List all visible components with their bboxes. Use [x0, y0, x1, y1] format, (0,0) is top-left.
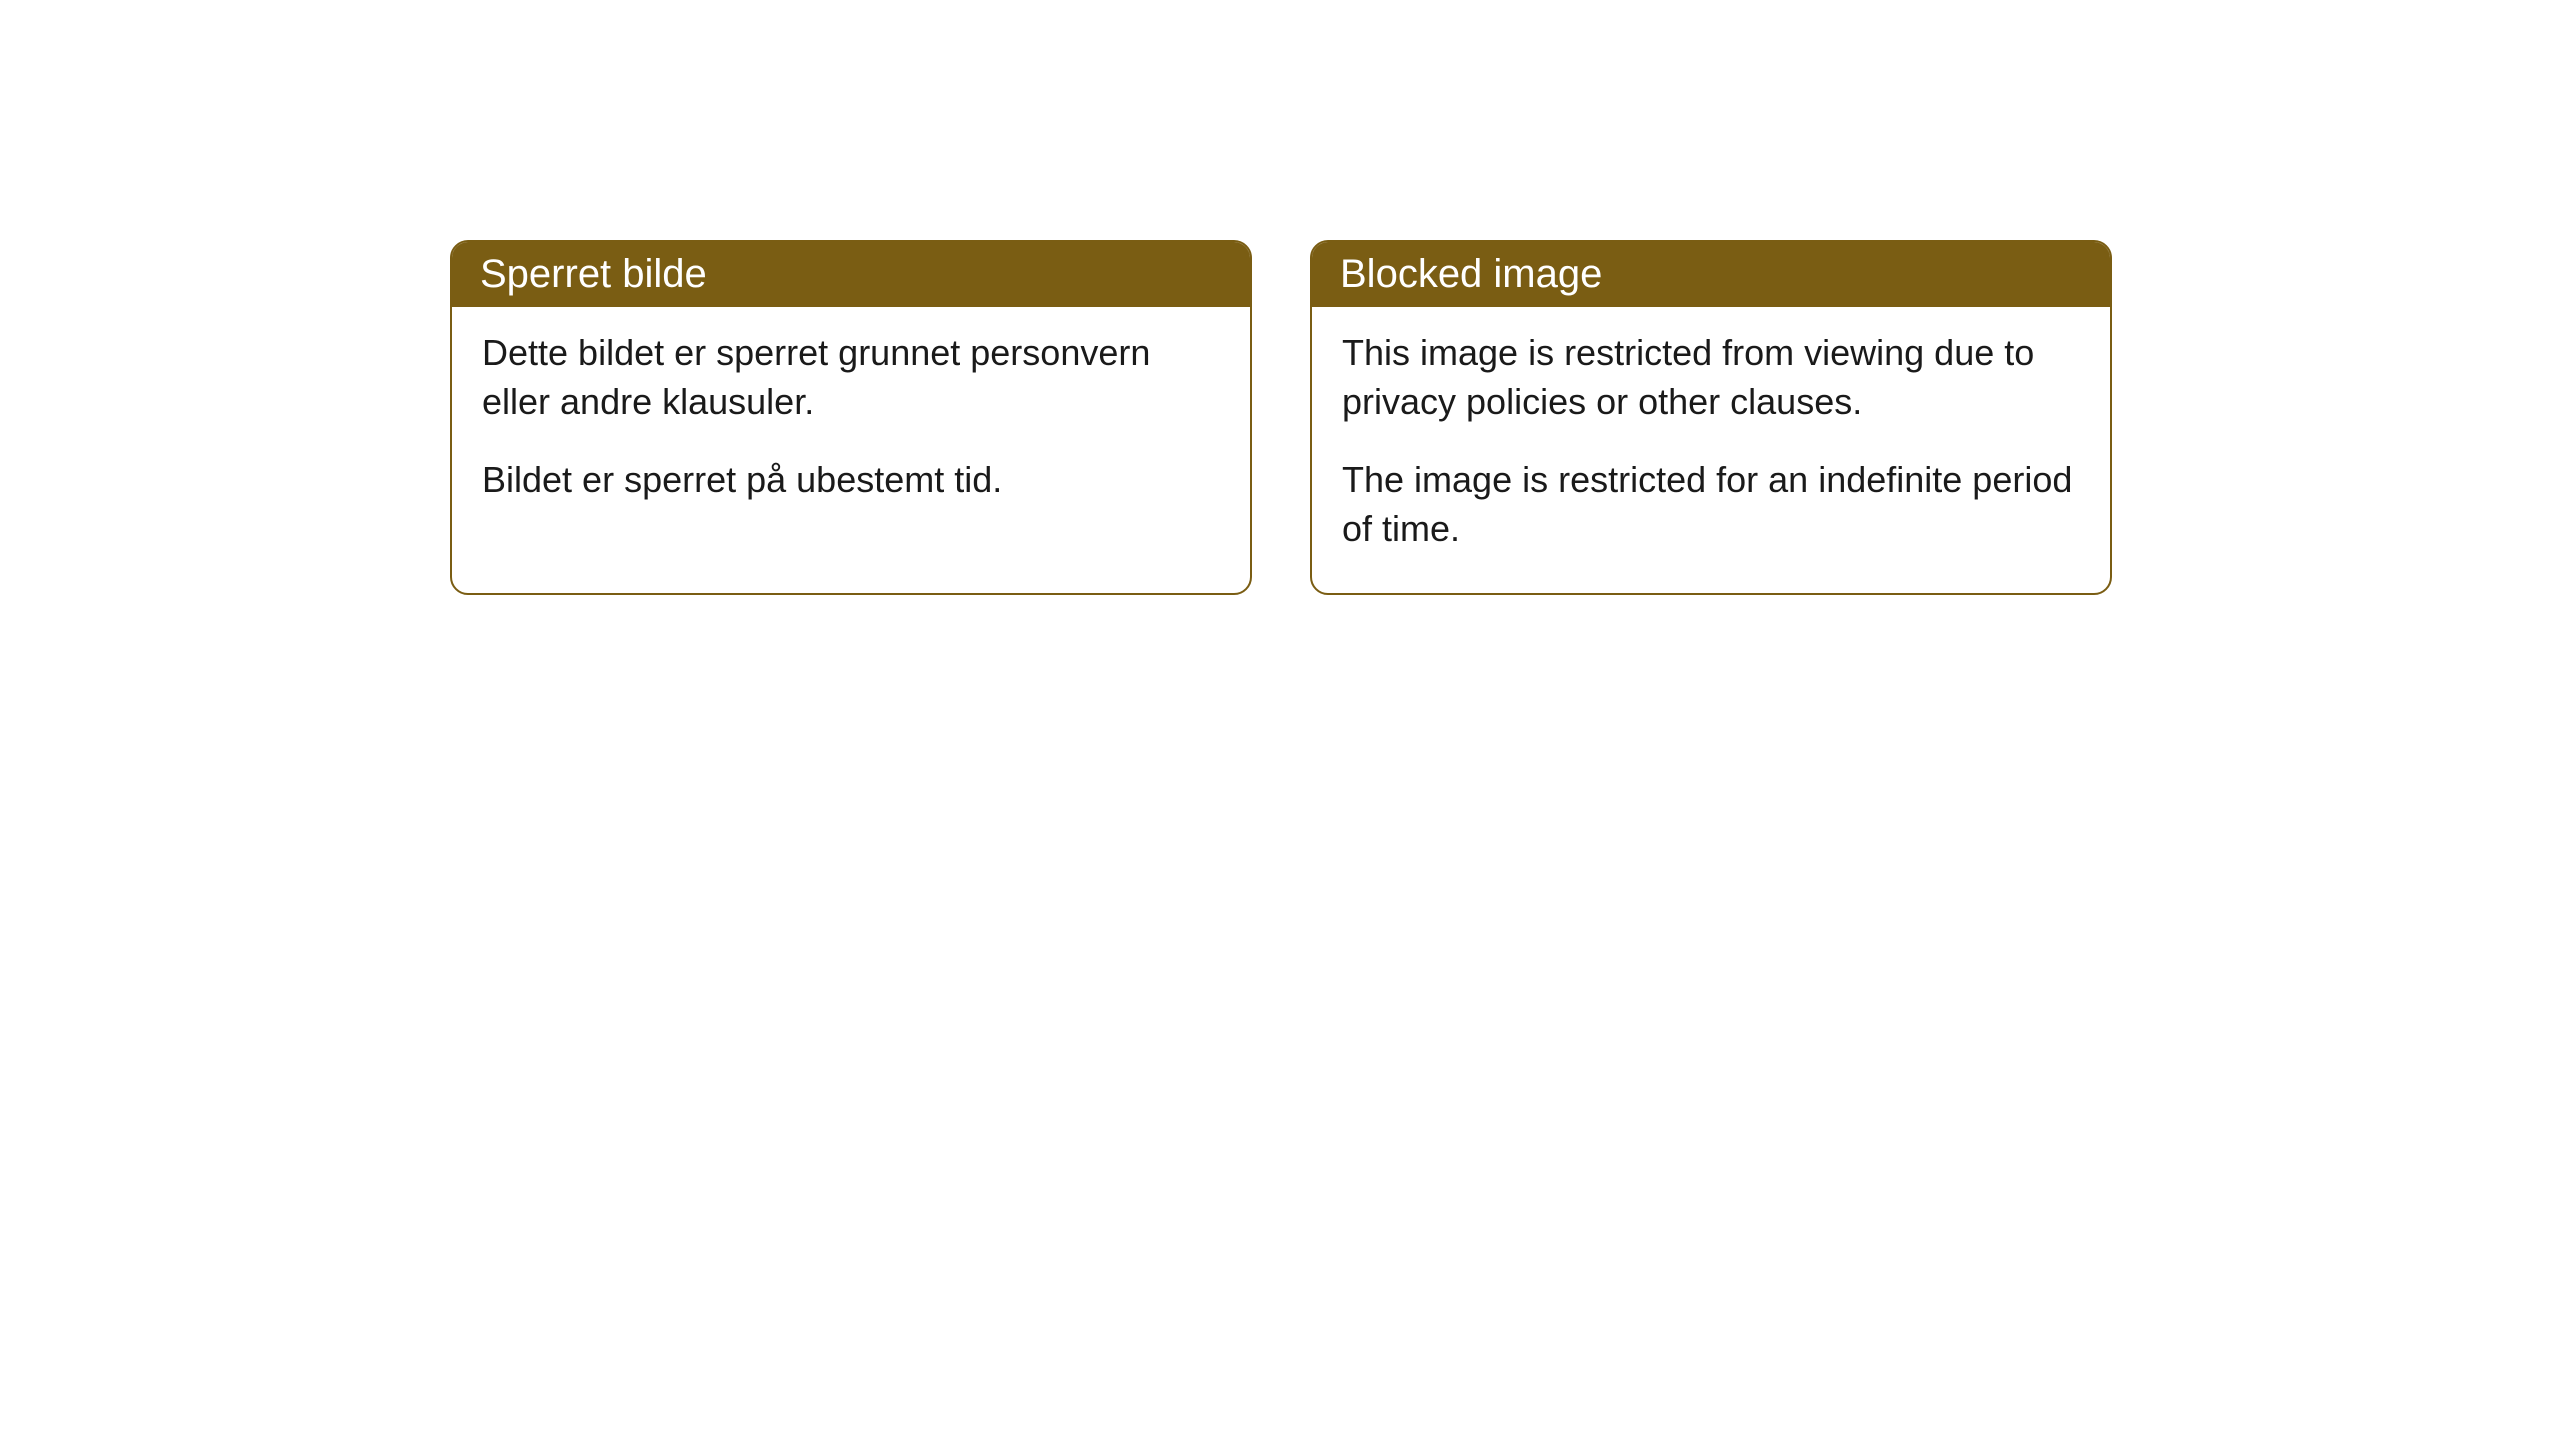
card-paragraph: The image is restricted for an indefinit…	[1342, 456, 2080, 553]
card-title: Blocked image	[1340, 252, 1602, 296]
card-paragraph: Dette bildet er sperret grunnet personve…	[482, 329, 1220, 426]
blocked-image-card-norwegian: Sperret bilde Dette bildet er sperret gr…	[450, 240, 1252, 595]
card-paragraph: This image is restricted from viewing du…	[1342, 329, 2080, 426]
blocked-image-card-english: Blocked image This image is restricted f…	[1310, 240, 2112, 595]
card-body-norwegian: Dette bildet er sperret grunnet personve…	[452, 307, 1250, 545]
card-header-norwegian: Sperret bilde	[452, 242, 1250, 307]
card-header-english: Blocked image	[1312, 242, 2110, 307]
card-title: Sperret bilde	[480, 252, 707, 296]
card-body-english: This image is restricted from viewing du…	[1312, 307, 2110, 593]
notice-cards-container: Sperret bilde Dette bildet er sperret gr…	[450, 240, 2112, 595]
card-paragraph: Bildet er sperret på ubestemt tid.	[482, 456, 1220, 505]
